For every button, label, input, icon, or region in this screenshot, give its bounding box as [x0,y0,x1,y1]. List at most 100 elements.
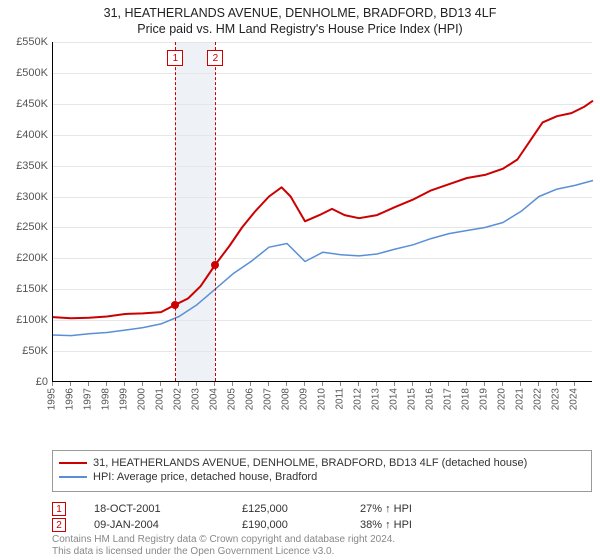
sale-marker-flag: 1 [167,50,183,66]
y-tick-label: £150K [16,283,48,295]
x-tick-mark [286,382,287,386]
sale-price: £125,000 [242,503,332,515]
x-axis: 1995199619971998199920002001200220032004… [52,382,592,412]
x-tick-mark [538,382,539,386]
x-tick-mark [322,382,323,386]
x-tick-mark [106,382,107,386]
x-tick-label: 2004 [209,388,220,410]
sale-marker-flag: 2 [207,50,223,66]
sale-row: 1 18-OCT-2001 £125,000 27% ↑ HPI [52,502,592,516]
legend-label: HPI: Average price, detached house, Brad… [93,471,317,483]
x-tick-mark [196,382,197,386]
plot-area: 12 [52,42,592,382]
y-tick-label: £0 [36,376,48,388]
x-tick-mark [574,382,575,386]
title-line-1: 31, HEATHERLANDS AVENUE, DENHOLME, BRADF… [0,6,600,22]
license-text: Contains HM Land Registry data © Crown c… [52,534,592,558]
chart-area: £0£50K£100K£150K£200K£250K£300K£350K£400… [0,42,600,412]
x-tick-label: 1997 [83,388,94,410]
x-tick-label: 2024 [569,388,580,410]
title-line-2: Price paid vs. HM Land Registry's House … [0,22,600,38]
x-tick-label: 2003 [191,388,202,410]
x-tick-label: 1995 [47,388,58,410]
y-tick-label: £450K [16,98,48,110]
sale-row-flag: 2 [52,518,66,532]
x-tick-mark [484,382,485,386]
y-tick-label: £400K [16,129,48,141]
x-tick-mark [430,382,431,386]
x-tick-label: 2012 [353,388,364,410]
sale-row-flag: 1 [52,502,66,516]
x-tick-mark [142,382,143,386]
x-tick-label: 2016 [425,388,436,410]
legend-swatch [59,462,87,464]
x-tick-mark [502,382,503,386]
x-tick-mark [340,382,341,386]
title-block: 31, HEATHERLANDS AVENUE, DENHOLME, BRADF… [0,0,600,37]
y-tick-label: £550K [16,36,48,48]
x-tick-label: 2015 [407,388,418,410]
x-tick-label: 2017 [443,388,454,410]
x-tick-label: 2019 [479,388,490,410]
x-tick-mark [178,382,179,386]
x-tick-label: 1999 [119,388,130,410]
sale-point-dot [171,301,179,309]
x-tick-label: 2005 [227,388,238,410]
x-tick-label: 2001 [155,388,166,410]
x-tick-label: 2023 [551,388,562,410]
sale-marker-line [215,42,216,381]
legend-label: 31, HEATHERLANDS AVENUE, DENHOLME, BRADF… [93,457,527,469]
x-tick-mark [88,382,89,386]
x-tick-mark [124,382,125,386]
x-tick-mark [466,382,467,386]
x-tick-mark [214,382,215,386]
license-line-1: Contains HM Land Registry data © Crown c… [52,534,592,546]
x-tick-mark [520,382,521,386]
series-hpi [53,181,593,336]
x-tick-mark [70,382,71,386]
sale-pct: 38% ↑ HPI [360,519,480,531]
x-tick-label: 2014 [389,388,400,410]
x-tick-label: 2009 [299,388,310,410]
x-tick-label: 2002 [173,388,184,410]
x-tick-label: 2010 [317,388,328,410]
x-tick-mark [358,382,359,386]
x-tick-label: 2020 [497,388,508,410]
sale-date: 09-JAN-2004 [94,519,214,531]
x-tick-label: 2018 [461,388,472,410]
legend: 31, HEATHERLANDS AVENUE, DENHOLME, BRADF… [52,450,592,492]
legend-item: 31, HEATHERLANDS AVENUE, DENHOLME, BRADF… [59,457,585,469]
x-tick-label: 2006 [245,388,256,410]
line-layer [53,42,593,382]
y-tick-label: £500K [16,67,48,79]
license-line-2: This data is licensed under the Open Gov… [52,546,592,558]
x-tick-label: 2000 [137,388,148,410]
x-tick-label: 2021 [515,388,526,410]
y-tick-label: £50K [22,345,48,357]
x-tick-mark [52,382,53,386]
sale-row: 2 09-JAN-2004 £190,000 38% ↑ HPI [52,518,592,532]
x-tick-mark [376,382,377,386]
x-tick-mark [250,382,251,386]
sale-pct: 27% ↑ HPI [360,503,480,515]
sale-price: £190,000 [242,519,332,531]
sale-point-dot [211,261,219,269]
sales-table: 1 18-OCT-2001 £125,000 27% ↑ HPI 2 09-JAN-200… [52,500,592,534]
series-property [53,101,593,319]
y-tick-label: £250K [16,221,48,233]
y-tick-label: £300K [16,191,48,203]
x-tick-mark [412,382,413,386]
legend-swatch [59,476,87,478]
sale-date: 18-OCT-2001 [94,503,214,515]
legend-item: HPI: Average price, detached house, Brad… [59,471,585,483]
x-tick-mark [448,382,449,386]
x-tick-mark [556,382,557,386]
x-tick-label: 2007 [263,388,274,410]
x-tick-label: 1998 [101,388,112,410]
y-tick-label: £100K [16,314,48,326]
x-tick-label: 2011 [335,388,346,410]
x-tick-label: 2008 [281,388,292,410]
x-tick-mark [394,382,395,386]
x-tick-label: 2022 [533,388,544,410]
x-tick-label: 1996 [65,388,76,410]
